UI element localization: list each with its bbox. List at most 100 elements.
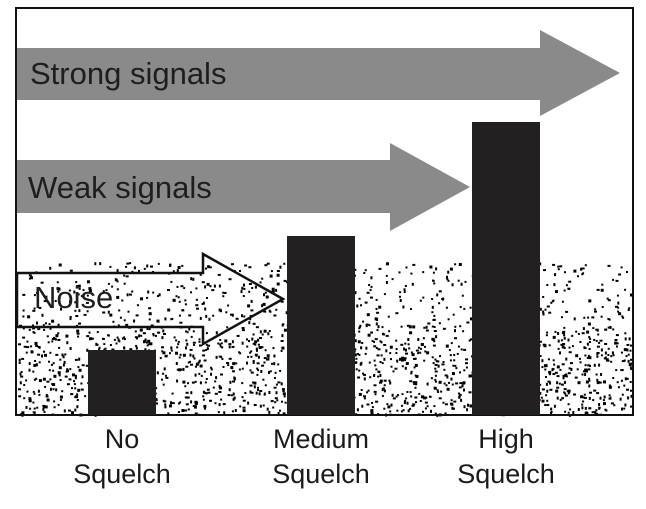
noise-dot [35,363,38,367]
noise-dot [27,315,31,319]
noise-dot [82,289,85,292]
noise-dot [235,317,239,320]
noise-dot [184,396,188,399]
noise-dot [200,374,203,377]
noise-dot [630,362,634,365]
noise-dot [360,389,363,391]
noise-dot [229,380,232,384]
noise-dot [608,397,612,400]
noise-dot [42,324,45,327]
noise-dot [86,310,89,313]
noise-dot [386,403,389,406]
noise-dot [433,387,437,390]
noise-dot [459,325,462,328]
noise-dot [195,365,197,368]
noise-dot [582,400,585,403]
noise-dot [422,337,425,340]
noise-dot [123,336,126,339]
noise-dot [560,383,564,386]
noise-dot [126,262,130,265]
noise-dot [565,357,568,361]
noise-dot [564,374,567,378]
noise-dot [210,366,213,369]
bar-high-squelch [472,122,540,415]
noise-dot [407,338,410,341]
noise-dot [439,355,441,358]
noise-dot [580,267,583,271]
noise-dot [454,337,457,340]
noise-dot [374,364,377,367]
noise-dot [396,359,399,363]
noise-dot [628,307,631,310]
noise-dot [438,397,442,400]
noise-dot [403,401,406,405]
noise-dot [366,291,370,294]
noise-dot [58,373,61,377]
noise-dot [620,266,623,269]
noise-dot [49,266,52,270]
noise-dot [190,277,193,281]
noise-dot [199,364,203,368]
noise-dot [417,338,420,341]
noise-dot [199,381,202,385]
noise-dot [454,364,457,367]
noise-dot [281,346,285,350]
noise-dot [606,297,609,300]
noise-dot [50,387,52,391]
noise-dot [209,266,212,269]
noise-dot [261,364,265,367]
noise-dot [567,338,570,342]
noise-dot [435,335,438,339]
noise-dot [222,366,225,368]
noise-dot [276,282,280,286]
noise-dot [74,309,77,312]
noise-dot [373,384,377,387]
noise-dot [626,388,629,391]
noise-dot [419,400,422,402]
noise-dot [544,364,548,368]
noise-dot [202,349,206,352]
noise-dot [32,401,35,404]
noise-dot [263,293,265,297]
noise-dot [49,378,52,381]
noise-dot [617,310,620,313]
noise-dot [155,387,158,390]
noise-dot [259,404,262,408]
noise-dot [125,265,128,268]
noise-dot [539,307,542,311]
noise-dot [264,264,268,267]
noise-dot [598,341,601,344]
noise-dot [564,380,566,384]
noise-dot [185,346,187,350]
noise-dot [202,398,205,401]
noise-dot [587,368,591,371]
noise-dot [194,401,197,404]
noise-dot [624,288,627,291]
noise-dot [463,388,465,392]
noise-dot [545,334,548,337]
noise-dot [279,265,282,269]
noise-dot [46,380,50,383]
noise-dot [157,331,160,334]
noise-dot [587,322,591,326]
noise-dot [70,393,74,396]
noise-dot [623,407,626,410]
noise-dot [250,299,253,303]
noise-dot [571,345,574,348]
noise-dot [553,404,556,408]
noise-dot [268,330,271,332]
noise-dot [433,405,436,408]
noise-dot [205,349,208,351]
noise-dot [546,331,549,334]
noise-dot [550,412,552,416]
noise-dot [395,352,398,354]
noise-dot [75,295,78,298]
noise-dot [230,313,233,316]
noise-dot [596,382,600,385]
noise-dot [73,380,75,383]
noise-dot [617,301,620,305]
noise-dot [450,403,454,406]
noise-dot [248,321,251,325]
noise-dot [586,342,589,346]
noise-dot [598,403,601,406]
